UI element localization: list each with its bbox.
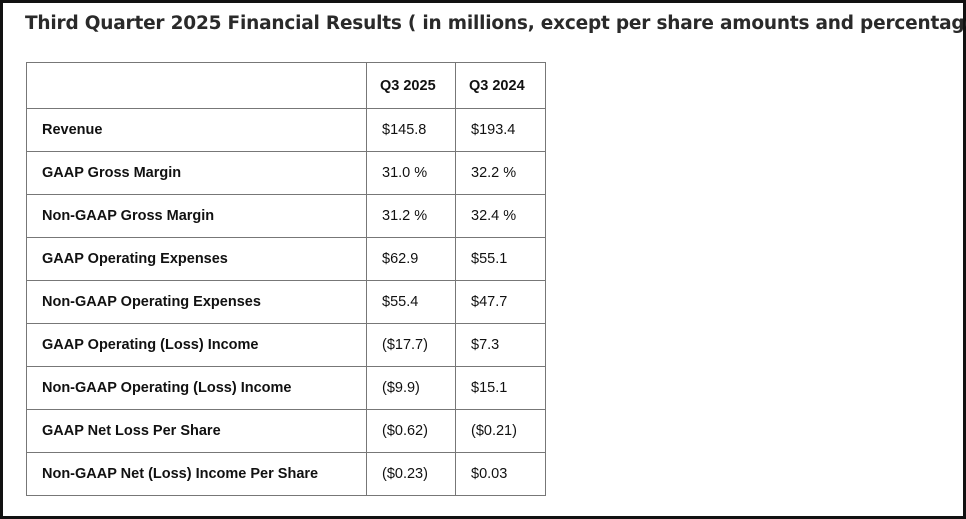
table-row: GAAP Operating (Loss) Income ($17.7) $7.3	[26, 323, 546, 367]
table-row: Non-GAAP Net (Loss) Income Per Share ($0.…	[26, 452, 546, 496]
value-cell: ($17.7)	[366, 323, 456, 367]
value-cell: 31.2 %	[366, 194, 456, 238]
table-row: Non-GAAP Operating (Loss) Income ($9.9) $1…	[26, 366, 546, 410]
table-row: Non-GAAP Gross Margin 31.2 % 32.4 %	[26, 194, 546, 238]
table-row: Non-GAAP Operating Expenses $55.4 $47.7	[26, 280, 546, 324]
row-label: Non-GAAP Net (Loss) Income Per Share	[26, 452, 367, 496]
table-row: GAAP Gross Margin 31.0 % 32.2 %	[26, 151, 546, 195]
row-label: Non-GAAP Operating (Loss) Income	[26, 366, 367, 410]
table-row: GAAP Operating Expenses $62.9 $55.1	[26, 237, 546, 281]
results-table: Q3 2025 Q3 2024 Revenue $145.8 $193.4 GAAP G…	[26, 62, 546, 496]
value-cell: $7.3	[455, 323, 546, 367]
row-label: Revenue	[26, 108, 367, 152]
table-row: Revenue $145.8 $193.4	[26, 108, 546, 152]
value-cell: $15.1	[455, 366, 546, 410]
row-label: Non-GAAP Operating Expenses	[26, 280, 367, 324]
column-header: Q3 2024	[455, 62, 546, 109]
value-cell: ($0.23)	[366, 452, 456, 496]
value-cell: ($0.62)	[366, 409, 456, 453]
row-label: GAAP Net Loss Per Share	[26, 409, 367, 453]
row-label: GAAP Operating Expenses	[26, 237, 367, 281]
header-row: Q3 2025 Q3 2024	[26, 62, 546, 109]
row-label: GAAP Gross Margin	[26, 151, 367, 195]
value-cell: 32.2 %	[455, 151, 546, 195]
value-cell: $145.8	[366, 108, 456, 152]
value-cell: ($0.21)	[455, 409, 546, 453]
header-cell	[26, 62, 367, 109]
value-cell: $62.9	[366, 237, 456, 281]
value-cell: $55.4	[366, 280, 456, 324]
value-cell: ($9.9)	[366, 366, 456, 410]
value-cell: 31.0 %	[366, 151, 456, 195]
value-cell: $0.03	[455, 452, 546, 496]
row-label: GAAP Operating (Loss) Income	[26, 323, 367, 367]
title: Third Quarter 2025 Financial Results ( i…	[25, 13, 966, 34]
value-cell: $193.4	[455, 108, 546, 152]
table-row: GAAP Net Loss Per Share ($0.62) ($0.21)	[26, 409, 546, 453]
table-body: Q3 2025 Q3 2024 Revenue $145.8 $193.4 GAAP G…	[26, 62, 546, 496]
value-cell: $55.1	[455, 237, 546, 281]
value-cell: $47.7	[455, 280, 546, 324]
value-cell: 32.4 %	[455, 194, 546, 238]
row-label: Non-GAAP Gross Margin	[26, 194, 367, 238]
column-header: Q3 2025	[366, 62, 456, 109]
